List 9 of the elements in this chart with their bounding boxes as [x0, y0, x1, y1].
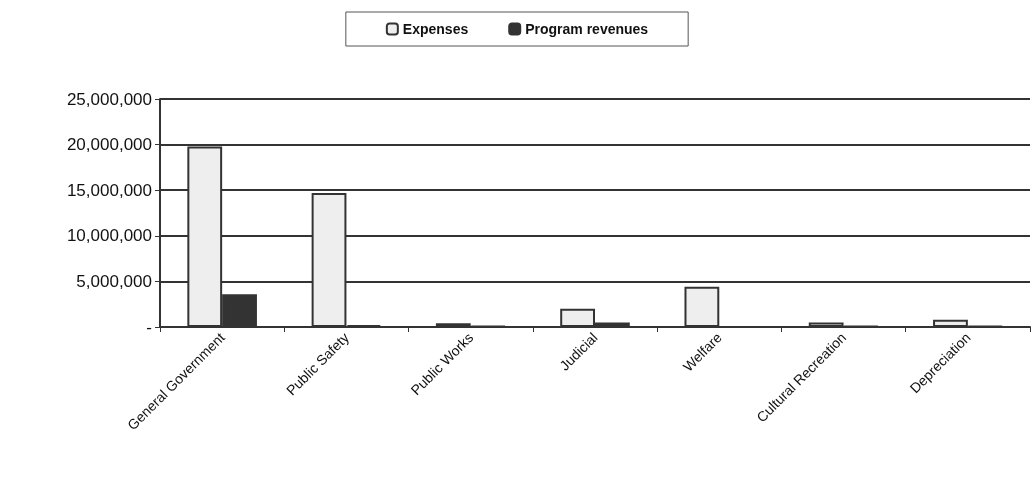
y-tick-label: 5,000,000 [76, 271, 152, 291]
y-tick-label: 10,000,000 [66, 226, 152, 246]
y-tick-label: 15,000,000 [66, 180, 152, 200]
y-tick-label: 25,000,000 [66, 89, 152, 109]
y-tick-label: - [146, 317, 152, 337]
y-tick-label: 20,000,000 [66, 135, 152, 155]
legend-label: Expenses [402, 21, 469, 37]
legend-label: Program revenues [525, 21, 649, 37]
bar [684, 286, 720, 327]
